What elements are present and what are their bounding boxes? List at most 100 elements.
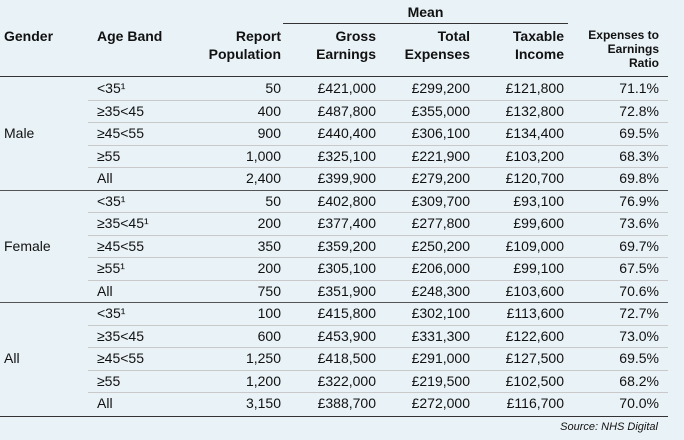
row-divider <box>88 122 668 123</box>
total-expenses-cell: £302,100 <box>411 305 470 321</box>
header-line: Income <box>514 46 564 62</box>
ratio-cell: 70.6% <box>619 282 659 299</box>
total-expenses-cell: £248,300 <box>411 282 470 299</box>
population-cell: 200 <box>257 260 281 276</box>
table-row: ≥55¹ 200 £305,100 £206,000 £99,100 67.5% <box>0 257 668 280</box>
gender-label: Female <box>4 237 51 254</box>
age-band-cell: ≥45<55 <box>97 125 145 141</box>
header-line: Report <box>235 28 281 44</box>
taxable-income-header: Taxable Income <box>513 27 564 63</box>
ratio-cell: 68.3% <box>619 147 659 164</box>
header-line: Population <box>208 46 281 62</box>
header-line: Expenses <box>404 46 470 62</box>
taxable-income-cell: £99,600 <box>513 215 564 231</box>
population-cell: 1,200 <box>245 372 281 389</box>
population-cell: 750 <box>257 282 281 299</box>
table-row: ≥55 1,000 £325,100 £221,900 £103,200 68.3% <box>0 145 668 168</box>
age-band-cell: <35¹ <box>97 192 126 209</box>
ratio-cell: 69.8% <box>619 170 659 186</box>
gross-earnings-cell: £359,200 <box>317 237 376 254</box>
taxable-income-cell: £132,800 <box>505 102 564 119</box>
bottom-rule <box>0 416 668 417</box>
taxable-income-cell: £122,600 <box>505 327 564 344</box>
total-expenses-cell: £306,100 <box>411 125 470 141</box>
gross-earnings-cell: £322,000 <box>317 372 376 389</box>
table-row: <35¹ 50 £402,800 £309,700 £93,100 76.9% <box>0 190 668 213</box>
header-rule <box>0 76 668 77</box>
gender-label: All <box>4 350 20 367</box>
table-row: All 3,150 £388,700 £272,000 £116,700 70.0% <box>0 392 668 415</box>
taxable-income-cell: £109,000 <box>505 237 564 254</box>
age-band-cell: All <box>97 395 113 411</box>
row-divider <box>88 99 668 101</box>
header-line: Earnings <box>316 46 376 62</box>
table-row: ≥35<45 400 £487,800 £355,000 £132,800 72.8% <box>0 100 668 123</box>
total-expenses-cell: £206,000 <box>411 260 470 276</box>
age-band-cell: ≥35<45 <box>97 102 145 119</box>
gross-earnings-cell: £351,900 <box>317 282 376 299</box>
gross-earnings-cell: £388,700 <box>317 395 376 411</box>
ratio-cell: 72.7% <box>619 305 659 321</box>
population-cell: 400 <box>257 102 281 119</box>
row-divider <box>88 347 668 348</box>
age-band-cell: ≥45<55 <box>97 237 145 254</box>
age-band-header: Age Band <box>97 28 163 44</box>
age-band-cell: ≥35<45 <box>97 327 145 344</box>
taxable-income-cell: £103,600 <box>505 282 564 299</box>
ratio-cell: 68.2% <box>619 372 659 389</box>
table-row: ≥45<55 900 £440,400 £306,100 £134,400 69.5% <box>0 122 668 145</box>
table-row: ≥45<55 350 £359,200 £250,200 £109,000 69.7% <box>0 235 668 258</box>
group-divider <box>0 302 668 303</box>
row-divider <box>88 257 668 258</box>
table-row: <35¹ 100 £415,800 £302,100 £113,600 72.7% <box>0 302 668 325</box>
age-band-cell: All <box>97 282 113 299</box>
row-divider <box>88 167 668 168</box>
gross-earnings-cell: £402,800 <box>317 192 376 209</box>
taxable-income-cell: £120,700 <box>505 170 564 186</box>
gross-earnings-cell: £305,100 <box>317 260 376 276</box>
group-divider <box>0 189 668 191</box>
header-line: Total <box>437 28 470 44</box>
taxable-income-cell: £99,100 <box>513 260 564 276</box>
header-line: Ratio <box>629 56 659 70</box>
population-cell: 350 <box>257 237 281 254</box>
taxable-income-cell: £102,500 <box>505 372 564 389</box>
age-band-cell: <35¹ <box>97 80 126 96</box>
gross-earnings-cell: £440,400 <box>317 125 376 141</box>
gross-earnings-cell: £487,800 <box>317 102 376 119</box>
gross-earnings-cell: £421,000 <box>317 80 376 96</box>
age-band-cell: <35¹ <box>97 305 126 321</box>
age-band-cell: ≥35<45¹ <box>97 215 149 231</box>
gender-header: Gender <box>4 28 54 44</box>
ratio-cell: 70.0% <box>619 395 659 411</box>
total-expenses-cell: £250,200 <box>411 237 470 254</box>
ratio-cell: 69.5% <box>619 350 659 366</box>
ratio-header: Expenses to Earnings Ratio <box>588 28 659 70</box>
ratio-cell: 69.5% <box>619 125 659 141</box>
total-expenses-cell: £272,000 <box>411 395 470 411</box>
gross-earnings-cell: £325,100 <box>317 147 376 164</box>
taxable-income-cell: £127,500 <box>505 350 564 366</box>
header-line: Earnings <box>607 42 659 56</box>
population-cell: 1,250 <box>245 350 281 366</box>
population-cell: 50 <box>265 80 281 96</box>
gross-earnings-cell: £418,500 <box>317 350 376 366</box>
total-expenses-cell: £309,700 <box>411 192 470 209</box>
table-row: <35¹ 50 £421,000 £299,200 £121,800 71.1% <box>0 77 668 100</box>
total-expenses-cell: £279,200 <box>411 170 470 186</box>
population-cell: 200 <box>257 215 281 231</box>
population-cell: 100 <box>257 305 281 321</box>
row-divider <box>88 392 668 393</box>
header-line: Expenses to <box>588 28 659 42</box>
taxable-income-cell: £116,700 <box>506 395 564 411</box>
population-cell: 1,000 <box>245 147 281 164</box>
header-line: Taxable <box>512 28 564 44</box>
ratio-cell: 73.0% <box>619 327 659 344</box>
table-row: ≥55 1,200 £322,000 £219,500 £102,500 68.2% <box>0 370 668 393</box>
taxable-income-cell: £103,200 <box>505 147 564 164</box>
population-cell: 3,150 <box>245 395 281 411</box>
total-expenses-cell: £291,000 <box>411 350 470 366</box>
population-cell: 600 <box>257 327 281 344</box>
gross-earnings-cell: £377,400 <box>317 215 376 231</box>
